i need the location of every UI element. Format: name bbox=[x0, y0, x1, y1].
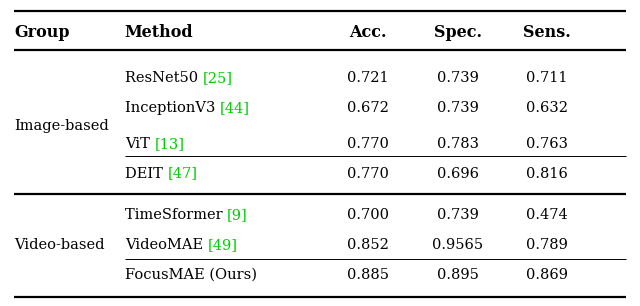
Text: 0.885: 0.885 bbox=[347, 268, 389, 282]
Text: [9]: [9] bbox=[227, 208, 248, 222]
Text: 0.739: 0.739 bbox=[436, 101, 479, 115]
Text: Image-based: Image-based bbox=[14, 119, 109, 133]
Text: 0.770: 0.770 bbox=[347, 137, 389, 151]
Text: 0.474: 0.474 bbox=[526, 208, 568, 222]
Text: 0.789: 0.789 bbox=[526, 238, 568, 252]
Text: Acc.: Acc. bbox=[349, 24, 387, 41]
Text: 0.895: 0.895 bbox=[436, 268, 479, 282]
Text: [25]: [25] bbox=[202, 71, 232, 85]
Text: VideoMAE: VideoMAE bbox=[125, 238, 207, 252]
Text: 0.632: 0.632 bbox=[526, 101, 568, 115]
Text: TimeSformer: TimeSformer bbox=[125, 208, 227, 222]
Text: Video-based: Video-based bbox=[14, 238, 104, 252]
Text: 0.711: 0.711 bbox=[527, 71, 568, 85]
Text: Spec.: Spec. bbox=[434, 24, 481, 41]
Text: 0.770: 0.770 bbox=[347, 166, 389, 181]
Text: 0.721: 0.721 bbox=[347, 71, 389, 85]
Text: 0.816: 0.816 bbox=[526, 166, 568, 181]
Text: 0.696: 0.696 bbox=[436, 166, 479, 181]
Text: [44]: [44] bbox=[220, 101, 250, 115]
Text: 0.869: 0.869 bbox=[526, 268, 568, 282]
Text: FocusMAE (Ours): FocusMAE (Ours) bbox=[125, 268, 257, 282]
Text: 0.852: 0.852 bbox=[347, 238, 389, 252]
Text: ResNet50: ResNet50 bbox=[125, 71, 202, 85]
Text: [47]: [47] bbox=[167, 166, 197, 181]
Text: ViT: ViT bbox=[125, 137, 154, 151]
Text: 0.9565: 0.9565 bbox=[432, 238, 483, 252]
Text: 0.700: 0.700 bbox=[347, 208, 389, 222]
Text: [13]: [13] bbox=[154, 137, 184, 151]
Text: Method: Method bbox=[125, 24, 193, 41]
Text: 0.672: 0.672 bbox=[347, 101, 389, 115]
Text: Group: Group bbox=[14, 24, 70, 41]
Text: 0.739: 0.739 bbox=[436, 208, 479, 222]
Text: Sens.: Sens. bbox=[524, 24, 571, 41]
Text: 0.763: 0.763 bbox=[526, 137, 568, 151]
Text: [49]: [49] bbox=[207, 238, 237, 252]
Text: InceptionV3: InceptionV3 bbox=[125, 101, 220, 115]
Text: DEIT: DEIT bbox=[125, 166, 167, 181]
Text: 0.783: 0.783 bbox=[436, 137, 479, 151]
Text: 0.739: 0.739 bbox=[436, 71, 479, 85]
